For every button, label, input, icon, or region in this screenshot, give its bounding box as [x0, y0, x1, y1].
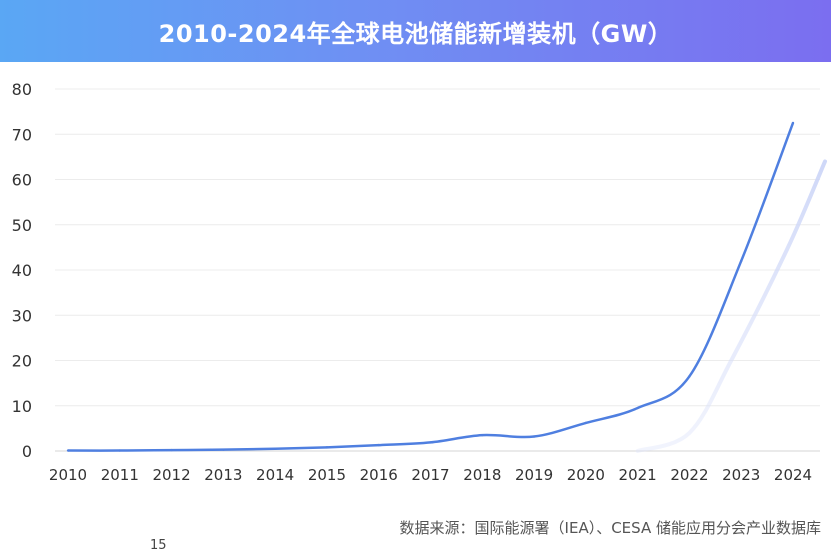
x-tick-label: 2018 [463, 466, 501, 484]
y-tick-label: 80 [12, 80, 32, 99]
data-point-2017 [429, 441, 432, 444]
series-line [67, 122, 795, 452]
data-point-2024 [791, 121, 795, 125]
y-tick-label: 0 [22, 442, 32, 461]
x-tick-label: 2013 [204, 466, 242, 484]
x-tick-label: 2020 [567, 466, 605, 484]
y-tick-label: 10 [12, 397, 32, 416]
x-tick-label: 2012 [152, 466, 190, 484]
y-tick-label: 40 [12, 261, 32, 280]
decorative-echo-layer [635, 159, 827, 453]
x-tick-label: 2023 [722, 466, 760, 484]
x-axis-ticks: 2010 2011 2012 2013 2014 2015 2016 2017 2018 2019… [49, 466, 812, 484]
data-source-note: 数据来源：国际能源署（IEA）、CESA 储能应用分会产业数据库 [399, 519, 821, 537]
y-axis-ticks: 0 10 20 30 40 50 60 70 80 [12, 80, 32, 461]
x-tick-label: 2019 [515, 466, 553, 484]
data-point-2018 [481, 433, 484, 437]
data-point-2014 [273, 447, 277, 450]
y-tick-label: 70 [12, 125, 32, 144]
x-tick-label: 2011 [101, 466, 139, 484]
x-tick-label: 2016 [360, 466, 398, 484]
x-tick-label: 2017 [411, 466, 449, 484]
data-point-2020 [584, 421, 588, 425]
series-line-layer [66, 121, 795, 452]
cropped-page-number: 15 [150, 538, 167, 553]
chart-title-bar: 2010-2024年全球电池储能新增装机（GW） [0, 0, 831, 62]
y-tick-label: 50 [12, 216, 32, 235]
data-point-2021 [636, 406, 639, 410]
x-tick-label: 2021 [619, 466, 657, 484]
data-point-2019 [532, 435, 536, 438]
data-point-2012 [170, 448, 173, 452]
data-point-2023 [740, 259, 743, 263]
data-point-2011 [118, 449, 121, 452]
data-point-2010 [66, 449, 70, 452]
data-point-2013 [222, 448, 225, 451]
x-tick-label: 2022 [670, 466, 708, 484]
x-tick-label: 2015 [308, 466, 346, 484]
data-point-2016 [377, 443, 380, 447]
decorative-curve-echo [635, 159, 827, 453]
grid-layer [55, 88, 820, 452]
y-tick-label: 30 [12, 306, 32, 325]
y-tick-label: 60 [12, 171, 32, 190]
x-tick-label: 2014 [256, 466, 294, 484]
data-point-2022 [688, 375, 691, 378]
chart-title: 2010-2024年全球电池储能新增装机（GW） [158, 19, 673, 48]
y-tick-label: 20 [12, 352, 32, 371]
x-tick-label: 2024 [774, 466, 812, 484]
x-tick-label: 2010 [49, 466, 87, 484]
data-point-2015 [325, 446, 329, 449]
